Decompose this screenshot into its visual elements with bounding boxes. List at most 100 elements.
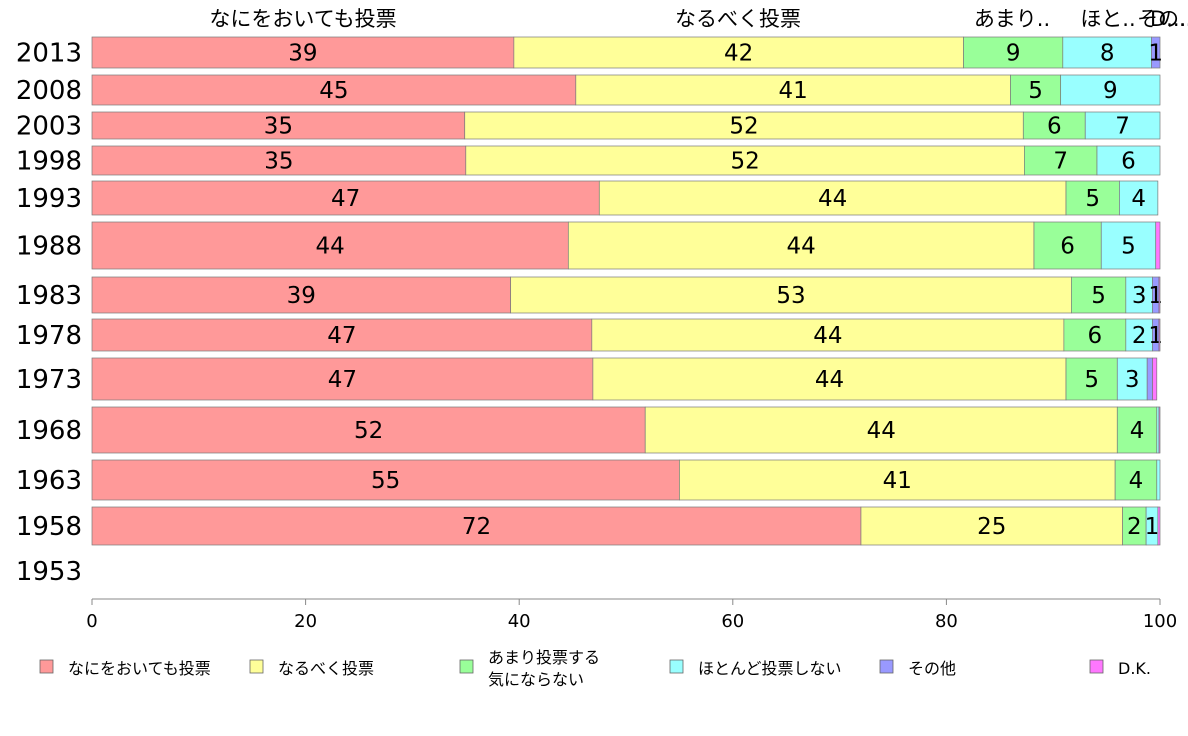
legend-item: D.K. <box>1089 659 1151 678</box>
bar-segment <box>1157 506 1161 546</box>
data-label: 52 <box>730 149 759 175</box>
year-label: 1973 <box>16 365 82 395</box>
year-label: 1998 <box>16 147 82 177</box>
data-label: 53 <box>776 283 805 309</box>
x-tick-label: 0 <box>86 611 97 632</box>
year-label: 1958 <box>16 512 82 542</box>
data-label: 5 <box>1091 283 1106 309</box>
bar-segment <box>91 276 512 314</box>
bar-segment <box>1010 74 1062 106</box>
bar-segment <box>91 318 593 352</box>
bar-segment <box>1155 221 1161 270</box>
data-label: 47 <box>328 367 357 393</box>
bar-segment <box>1096 145 1161 176</box>
data-label: 44 <box>787 234 816 260</box>
legend-swatch <box>669 659 684 674</box>
x-tick-label: 60 <box>721 611 744 632</box>
data-label: 47 <box>327 323 356 349</box>
data-label: 25 <box>977 514 1006 540</box>
legend-label: なるべく投票 <box>278 659 374 678</box>
legend-label: D.K. <box>1118 659 1151 678</box>
data-label: 6 <box>1060 234 1075 260</box>
bar-segment <box>1158 276 1161 314</box>
data-label: 44 <box>818 186 847 212</box>
bar-segment <box>575 74 1011 106</box>
bar-row-1993: 47 44 5 4 <box>91 180 1159 216</box>
bar-row-1998: 35 52 7 6 <box>91 145 1161 176</box>
legend-label: あまり投票する <box>488 648 600 667</box>
legend-swatch <box>1089 659 1104 674</box>
year-label: 1988 <box>16 232 82 262</box>
bar-segment <box>1062 36 1152 69</box>
legend-label: その他 <box>908 659 956 678</box>
data-label: 44 <box>813 323 842 349</box>
data-label: 4 <box>1130 418 1145 444</box>
bar-segment <box>1060 74 1161 106</box>
bar-segment <box>1125 276 1153 314</box>
data-label: 35 <box>264 149 293 175</box>
bar-row-1973: 47 44 5 3 <box>91 357 1158 401</box>
legend-swatch <box>249 659 264 674</box>
bar-segment <box>592 357 1067 401</box>
bar-segment <box>1071 276 1127 314</box>
bar-segment <box>1158 318 1161 352</box>
data-label: 2 <box>1127 514 1142 540</box>
bar-segment <box>1063 318 1127 352</box>
x-tick-label: 100 <box>1143 611 1177 632</box>
data-label: 44 <box>815 367 844 393</box>
data-label: 7 <box>1053 149 1068 175</box>
legend-item: その他 <box>879 659 956 678</box>
data-label: 52 <box>354 418 383 444</box>
data-label: 1 <box>1148 41 1163 67</box>
data-label: 52 <box>729 114 758 140</box>
year-label: 2008 <box>16 76 82 106</box>
bar-segment <box>91 357 594 401</box>
data-label: 55 <box>371 468 400 494</box>
bar-row-2013: 39 42 9 8 1 <box>91 36 1163 69</box>
column-header-2: あまり.. <box>974 7 1050 31</box>
data-label: 6 <box>1088 323 1103 349</box>
bar-segment <box>963 36 1064 69</box>
bar-row-1963: 55 41 4 <box>91 459 1161 501</box>
bar-segment <box>91 406 646 454</box>
bar-segment <box>1156 459 1161 501</box>
bar-segment <box>1119 180 1159 216</box>
data-label: 8 <box>1100 41 1115 67</box>
x-tick-label: 40 <box>508 611 531 632</box>
legend-swatch <box>39 659 54 674</box>
bar-row-2008: 45 41 5 9 <box>91 74 1161 106</box>
data-label: 6 <box>1047 114 1062 140</box>
bar-segment <box>1125 318 1153 352</box>
bar-segment <box>464 111 1024 140</box>
bar-segment <box>465 145 1025 176</box>
data-label: 42 <box>724 41 753 67</box>
bar-segment <box>1100 221 1157 270</box>
data-label: 44 <box>316 234 345 260</box>
bar-segment <box>1084 111 1161 140</box>
year-label: 1963 <box>16 466 82 496</box>
column-header-3: ほと.. <box>1080 7 1135 31</box>
data-label: 41 <box>779 78 808 104</box>
data-label: 41 <box>883 468 912 494</box>
legend-item: ほとんど投票しない <box>669 659 842 678</box>
data-label: 72 <box>462 514 491 540</box>
legend-swatch <box>879 659 894 674</box>
data-label: 9 <box>1006 41 1021 67</box>
bar-segment <box>598 180 1067 216</box>
legend-label: 気にならない <box>488 670 584 689</box>
column-header-0: なにをおいても投票 <box>209 7 396 31</box>
column-header-1: なるべく投票 <box>675 7 801 31</box>
data-label: 35 <box>264 114 293 140</box>
bar-row-1958: 72 25 2 1 <box>91 506 1161 546</box>
data-label: 4 <box>1129 468 1144 494</box>
legend-swatch <box>459 659 474 674</box>
year-label: 1993 <box>16 184 82 214</box>
bar-segment <box>91 180 600 216</box>
bar-rows: 39 42 9 8 145 41 5 935 52 6 735 52 7 647 44 5 444 44 6 539 5… <box>91 36 1163 546</box>
x-axis: 0 20 40 60 80 100 <box>86 598 1177 632</box>
data-label: 5 <box>1121 234 1136 260</box>
data-label: 39 <box>288 41 317 67</box>
legend-label: ほとんど投票しない <box>698 659 842 678</box>
